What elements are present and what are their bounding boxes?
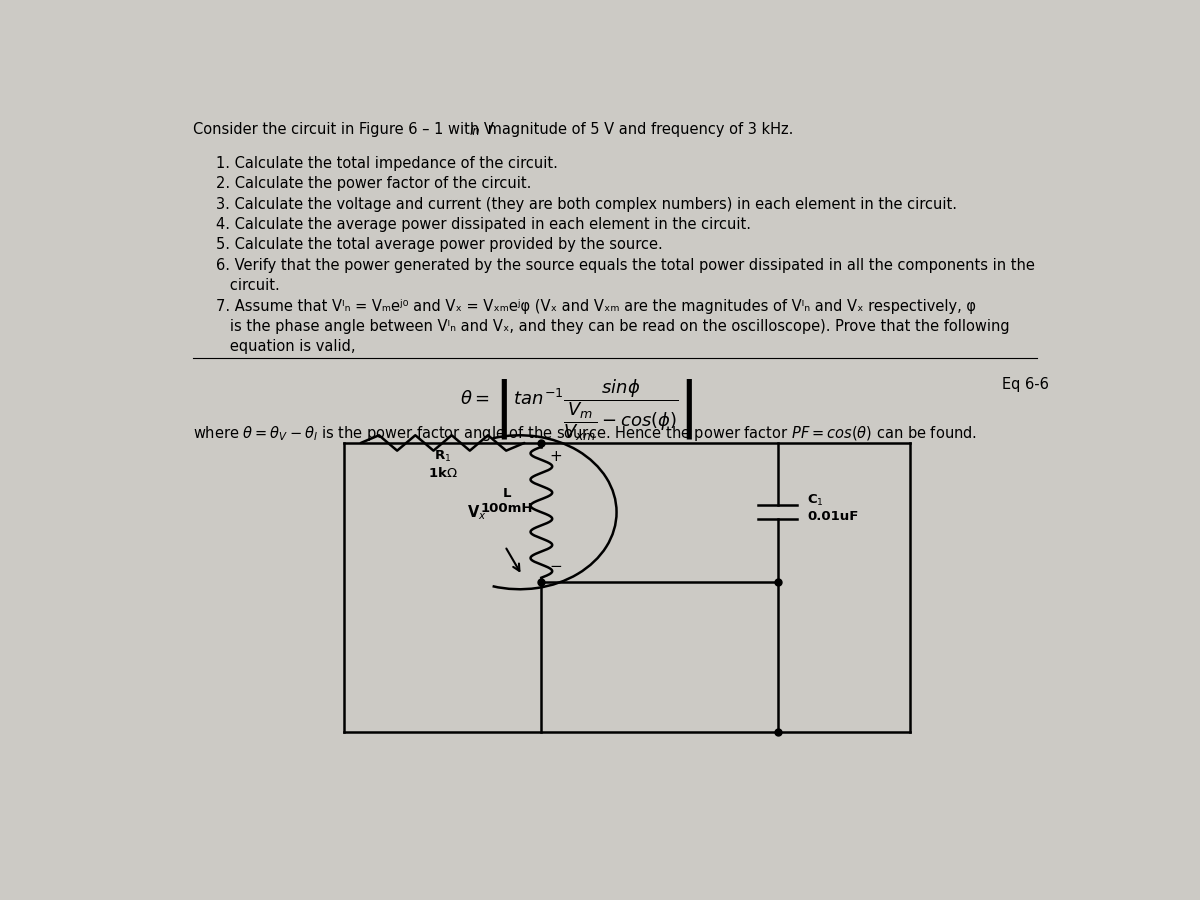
Text: 3. Calculate the voltage and current (they are both complex numbers) in each ele: 3. Calculate the voltage and current (th… xyxy=(216,196,956,211)
Text: Consider the circuit in Figure 6 – 1 with V: Consider the circuit in Figure 6 – 1 wit… xyxy=(193,122,493,137)
Text: equation is valid,: equation is valid, xyxy=(216,339,355,355)
Text: 5. Calculate the total average power provided by the source.: 5. Calculate the total average power pro… xyxy=(216,238,662,252)
Text: circuit.: circuit. xyxy=(216,278,280,293)
Text: $\theta = \left|tan^{-1}\dfrac{sin\phi}{\dfrac{V_m}{V_{xm}}-cos(\phi)}\right|$: $\theta = \left|tan^{-1}\dfrac{sin\phi}{… xyxy=(460,377,692,443)
Text: 6. Verify that the power generated by the source equals the total power dissipat: 6. Verify that the power generated by th… xyxy=(216,257,1034,273)
Text: 7. Assume that Vᴵₙ = Vₘeʲ⁰ and Vₓ = Vₓₘeʲφ (Vₓ and Vₓₘ are the magnitudes of Vᴵₙ: 7. Assume that Vᴵₙ = Vₘeʲ⁰ and Vₓ = Vₓₘe… xyxy=(216,299,976,313)
Text: C$_1$
0.01uF: C$_1$ 0.01uF xyxy=(808,493,858,524)
Text: magnitude of 5 V and frequency of 3 kHz.: magnitude of 5 V and frequency of 3 kHz. xyxy=(484,122,793,137)
Text: 2. Calculate the power factor of the circuit.: 2. Calculate the power factor of the cir… xyxy=(216,176,532,191)
Text: 4. Calculate the average power dissipated in each element in the circuit.: 4. Calculate the average power dissipate… xyxy=(216,217,751,232)
Text: in: in xyxy=(469,125,480,138)
Text: is the phase angle between Vᴵₙ and Vₓ, and they can be read on the oscilloscope): is the phase angle between Vᴵₙ and Vₓ, a… xyxy=(216,319,1009,334)
Text: L
100mH: L 100mH xyxy=(480,487,533,515)
Text: V$_x$: V$_x$ xyxy=(467,503,487,522)
Text: where $\theta = \theta_V - \theta_I$ is the power factor angle of the source. He: where $\theta = \theta_V - \theta_I$ is … xyxy=(193,424,977,443)
Text: 1. Calculate the total impedance of the circuit.: 1. Calculate the total impedance of the … xyxy=(216,156,558,171)
Text: −: − xyxy=(548,559,562,573)
Text: +: + xyxy=(548,449,562,464)
Text: R$_1$
1k$\Omega$: R$_1$ 1k$\Omega$ xyxy=(427,449,457,481)
Text: Eq 6-6: Eq 6-6 xyxy=(1002,377,1049,392)
